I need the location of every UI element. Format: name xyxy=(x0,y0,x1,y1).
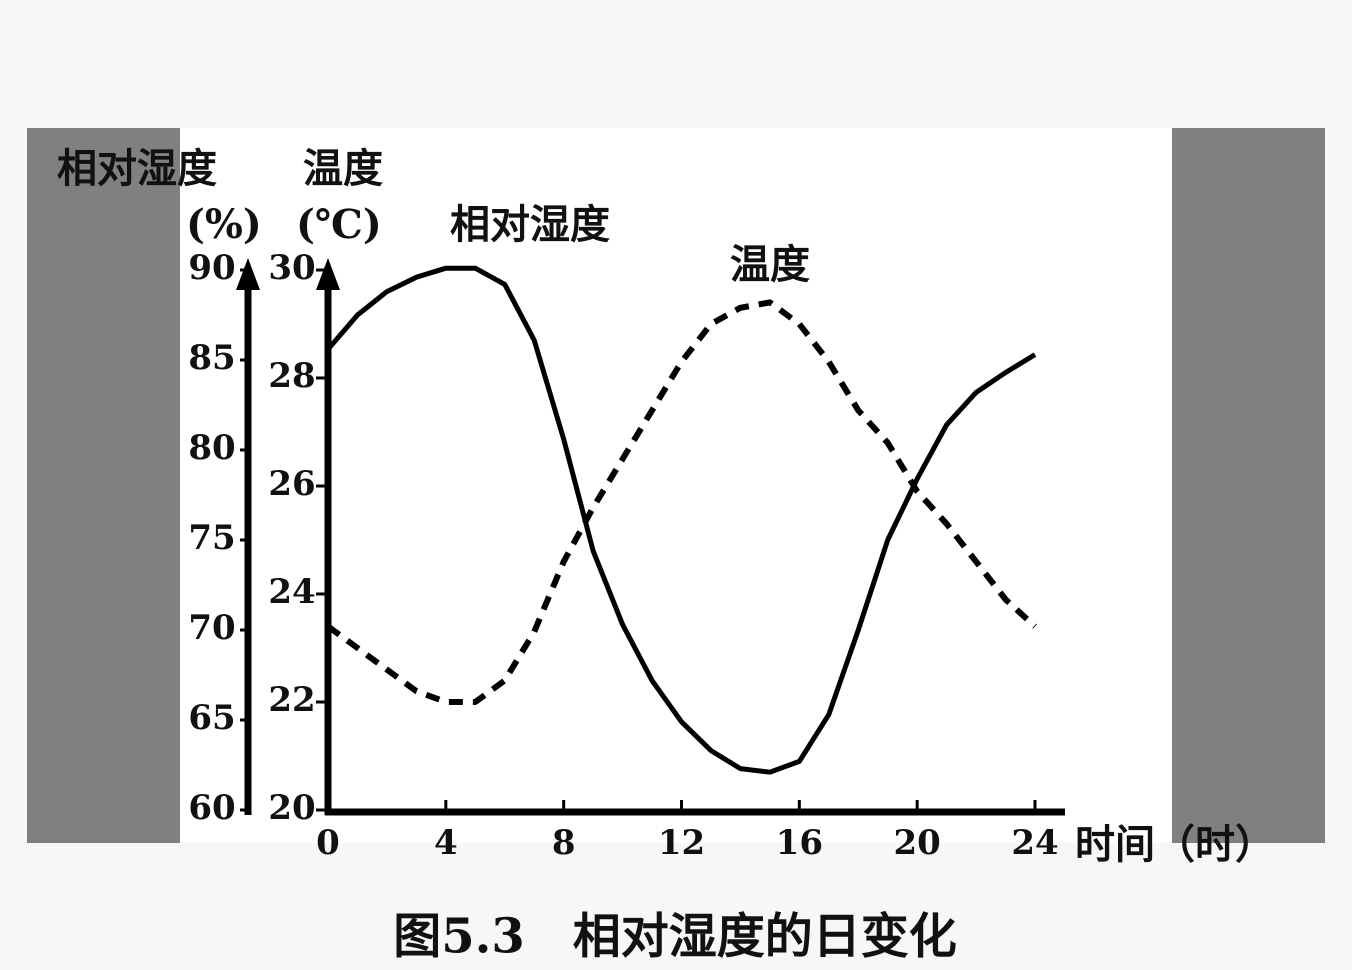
y2-tick-label: 28 xyxy=(268,356,315,396)
y2-tick-label: 22 xyxy=(268,680,315,720)
y-tick-label: 65 xyxy=(188,698,235,738)
series-label: 相对湿度 xyxy=(450,201,610,248)
y2-axis-unit: (℃) xyxy=(296,201,382,248)
x-tick-label: 8 xyxy=(552,823,576,863)
y-tick-label: 80 xyxy=(188,428,235,468)
series-line xyxy=(326,265,1037,775)
y2-tick-label: 24 xyxy=(268,572,315,612)
x-tick-label: 0 xyxy=(316,823,340,863)
x-tick-label: 24 xyxy=(1011,823,1058,863)
y-axis-title: 相对湿度 xyxy=(57,145,217,192)
series-label: 温度 xyxy=(730,241,810,288)
y-tick-label: 90 xyxy=(188,248,235,288)
y2-tick-label: 20 xyxy=(268,788,315,828)
caption: 图5.3 相对湿度的日变化 xyxy=(393,909,957,965)
chart-panel xyxy=(180,128,1172,843)
y2-tick-label: 26 xyxy=(268,464,315,504)
y-tick-label: 60 xyxy=(188,788,235,828)
y2-axis-title: 温度 xyxy=(303,145,383,192)
y-tick-label: 75 xyxy=(188,518,235,558)
y-axis-unit: (%) xyxy=(186,201,262,248)
x-tick-label: 4 xyxy=(434,823,458,863)
x-tick-label: 20 xyxy=(894,823,941,863)
x-axis-title: 时间（时） xyxy=(1075,821,1275,868)
y-tick-label: 85 xyxy=(188,338,235,378)
x-tick-label: 16 xyxy=(776,823,823,863)
y-tick-label: 70 xyxy=(188,608,235,648)
y2-axis-arrow xyxy=(316,258,340,290)
y-axis-arrow xyxy=(236,258,260,290)
x-tick-label: 12 xyxy=(658,823,705,863)
series-line xyxy=(326,299,1038,705)
y2-tick-label: 30 xyxy=(268,248,315,288)
